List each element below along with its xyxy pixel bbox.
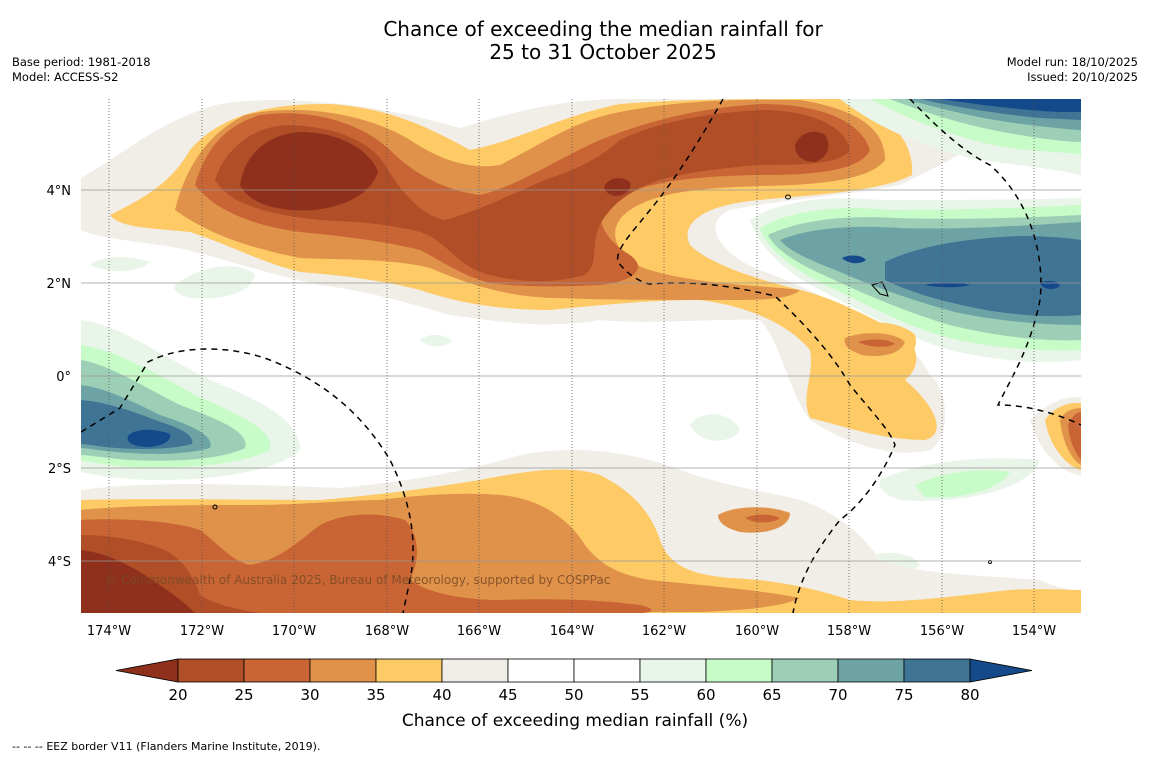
lat-label-4s: 4°S	[48, 555, 71, 570]
island-ne	[871, 281, 889, 297]
eez-border-west	[81, 348, 414, 613]
lon-label-158w: 158°W	[827, 624, 871, 639]
colorbar-tick-label: 65	[762, 686, 781, 704]
colorbar-tick-label: 25	[234, 686, 253, 704]
footer-legend: -- -- -- EEZ border V11 (Flanders Marine…	[12, 740, 320, 753]
contour-above-80-ne	[940, 99, 1081, 112]
contour-below-20-north-b	[795, 131, 829, 162]
colorbar-tick-label: 30	[300, 686, 319, 704]
lon-labels: 174°W 172°W 170°W 168°W 166°W 164°W 162°…	[87, 624, 1056, 639]
lon-label-162w: 162°W	[642, 624, 686, 639]
islands	[212, 194, 992, 564]
north-dry-band	[81, 99, 1000, 453]
contour-25-30-south-patch	[745, 514, 780, 523]
lon-label-174w: 174°W	[87, 624, 131, 639]
meta-right: Model run: 18/10/2025 Issued: 20/10/2025	[1007, 55, 1138, 85]
title-line-1: Chance of exceeding the median rainfall …	[383, 17, 823, 41]
colorbar-tick-label: 45	[498, 686, 517, 704]
colorbar-segment	[177, 658, 245, 683]
colorbar-tick-label: 40	[432, 686, 451, 704]
colorbar-segment	[903, 658, 971, 683]
colorbar-segment	[639, 658, 707, 683]
colorbar: 20 25 30 35 40 45 50 55 60 65 70 75 80	[115, 658, 1033, 704]
lon-label-164w: 164°W	[550, 624, 594, 639]
colorbar-segment	[309, 658, 377, 683]
contour-above-80-east-c	[842, 255, 866, 264]
lat-label-2n: 2°N	[47, 277, 72, 292]
lon-label-172w: 172°W	[180, 624, 224, 639]
south-dry-band	[81, 450, 1081, 613]
colorbar-segment	[441, 658, 509, 683]
contour-25-30-mideast	[858, 339, 895, 347]
lon-label-170w: 170°W	[272, 624, 316, 639]
contour-75-80-east	[885, 236, 1081, 317]
colorbar-title: Chance of exceeding median rainfall (%)	[402, 711, 748, 731]
colorbar-segment	[243, 658, 311, 683]
eez-legend-text: EEZ border V11 (Flanders Marine Institut…	[46, 740, 321, 753]
colorbar-tick-label: 80	[960, 686, 979, 704]
contour-55-60-patch-f	[420, 334, 452, 347]
lon-label-166w: 166°W	[457, 624, 501, 639]
island-north	[785, 194, 791, 200]
contour-25-30-south	[81, 514, 652, 613]
eez-legend-symbol: -- -- --	[12, 740, 43, 753]
model-run-text: Model run: 18/10/2025	[1006, 55, 1138, 69]
colorbar-tick-label: 70	[828, 686, 847, 704]
east-edge-dry-patch	[1030, 397, 1081, 475]
colorbar-segment	[837, 658, 905, 683]
contour-25-30-east-edge	[1068, 412, 1081, 460]
meta-left: Base period: 1981-2018 Model: ACCESS-S2	[12, 55, 151, 85]
colorbar-extend-high	[969, 658, 1033, 683]
lon-label-154w: 154°W	[1012, 624, 1056, 639]
contour-below-20-north-c	[604, 178, 631, 196]
colorbar-tick-label: 75	[894, 686, 913, 704]
colorbar-tick-label: 35	[366, 686, 385, 704]
colorbar-segment	[375, 658, 443, 683]
contour-55-60-patch-c	[690, 414, 740, 441]
lon-label-168w: 168°W	[365, 624, 409, 639]
colorbar-segment	[705, 658, 773, 683]
model-text: Model: ACCESS-S2	[12, 70, 119, 84]
contour-above-80-east-a	[925, 282, 970, 288]
colorbar-tick-label: 50	[564, 686, 583, 704]
lon-label-160w: 160°W	[735, 624, 779, 639]
contour-60-65-patch-d	[915, 470, 1010, 498]
issued-text: Issued: 20/10/2025	[1027, 70, 1138, 84]
lat-label-4n: 4°N	[47, 184, 72, 199]
base-period-text: Base period: 1981-2018	[12, 55, 151, 69]
eez-border-east	[909, 99, 1081, 426]
lat-labels: 4°N 2°N 0° 2°S 4°S	[47, 184, 72, 570]
lat-label-2s: 2°S	[48, 462, 71, 477]
colorbar-tick-label: 60	[696, 686, 715, 704]
colorbar-tick-label: 55	[630, 686, 649, 704]
contour-20-25-north	[215, 110, 850, 282]
northeast-wet-region	[840, 99, 1081, 175]
contour-above-80-west	[127, 429, 171, 447]
parallels	[81, 189, 1081, 562]
contour-55-60-patch-b	[90, 257, 150, 272]
island-south-east	[988, 560, 992, 564]
eez-borders	[81, 99, 1081, 613]
colorbar-tick-label: 20	[168, 686, 187, 704]
colorbar-extend-low	[115, 658, 179, 683]
lat-label-0: 0°	[56, 370, 71, 385]
title-line-2: 25 to 31 October 2025	[489, 40, 717, 64]
lon-label-156w: 156°W	[920, 624, 964, 639]
contour-55-60-patch-a	[174, 266, 255, 299]
map-title: Chance of exceeding the median rainfall …	[0, 18, 1150, 64]
island-south-west	[212, 504, 218, 510]
copyright-text: © Commonwealth of Australia 2025, Bureau…	[105, 573, 610, 587]
map-panel: © Commonwealth of Australia 2025, Bureau…	[81, 99, 1081, 613]
contour-below-20-south	[81, 550, 195, 613]
contour-below-20-north-a	[240, 132, 378, 211]
mid-east-dry-patch	[839, 322, 916, 365]
colorbar-segment	[573, 658, 641, 683]
east-wet-tongue	[750, 198, 1081, 362]
colorbar-segment	[771, 658, 839, 683]
colorbar-segment	[507, 658, 575, 683]
eez-border-north	[616, 99, 896, 613]
